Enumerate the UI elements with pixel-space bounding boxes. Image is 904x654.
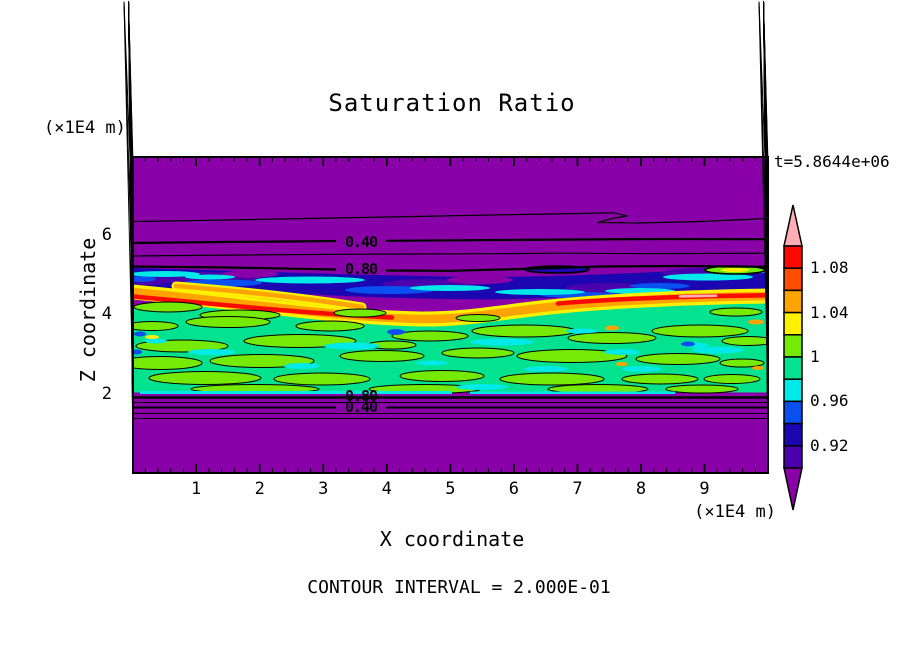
contour-line-label: 0.80 xyxy=(344,260,378,278)
colorbar-tick-label: 0.92 xyxy=(810,435,849,455)
contour-line-label: 0.40 xyxy=(344,233,378,251)
x-axis-title: X coordinate xyxy=(379,527,525,551)
colorbar-tick-label: 1.08 xyxy=(810,258,849,278)
contour-line-label: 0.80 xyxy=(344,386,378,405)
z-tick-label: 4 xyxy=(101,304,112,325)
time-label: t=5.8644e+06 xyxy=(774,152,890,171)
x-tick-label: 9 xyxy=(699,479,710,499)
x-tick-label: 8 xyxy=(635,479,647,499)
x-axis-unit-label: (×1E4 m) xyxy=(694,502,776,522)
contour-interval-note: CONTOUR INTERVAL = 2.000E-01 xyxy=(307,577,611,598)
x-tick-label: 7 xyxy=(572,479,583,499)
page-title: Saturation Ratio xyxy=(328,89,576,117)
x-tick-label: 1 xyxy=(191,479,202,499)
colorbar-tick-label: 0.96 xyxy=(810,391,849,411)
contour-line-label: 0.40 xyxy=(344,397,378,416)
x-tick-label: 2 xyxy=(254,479,265,499)
z-tick-label: 6 xyxy=(101,224,112,245)
colorbar-tick-label: 1 xyxy=(810,347,820,366)
x-tick-label: 3 xyxy=(318,479,329,499)
z-axis-unit-label: (×1E4 m) xyxy=(44,118,126,138)
colorbar-tick-label: 1.04 xyxy=(810,302,849,322)
x-tick-label: 4 xyxy=(381,479,392,499)
x-tick-label: 5 xyxy=(445,479,456,499)
x-tick-label: 6 xyxy=(508,479,520,499)
z-tick-label: 2 xyxy=(101,383,112,404)
